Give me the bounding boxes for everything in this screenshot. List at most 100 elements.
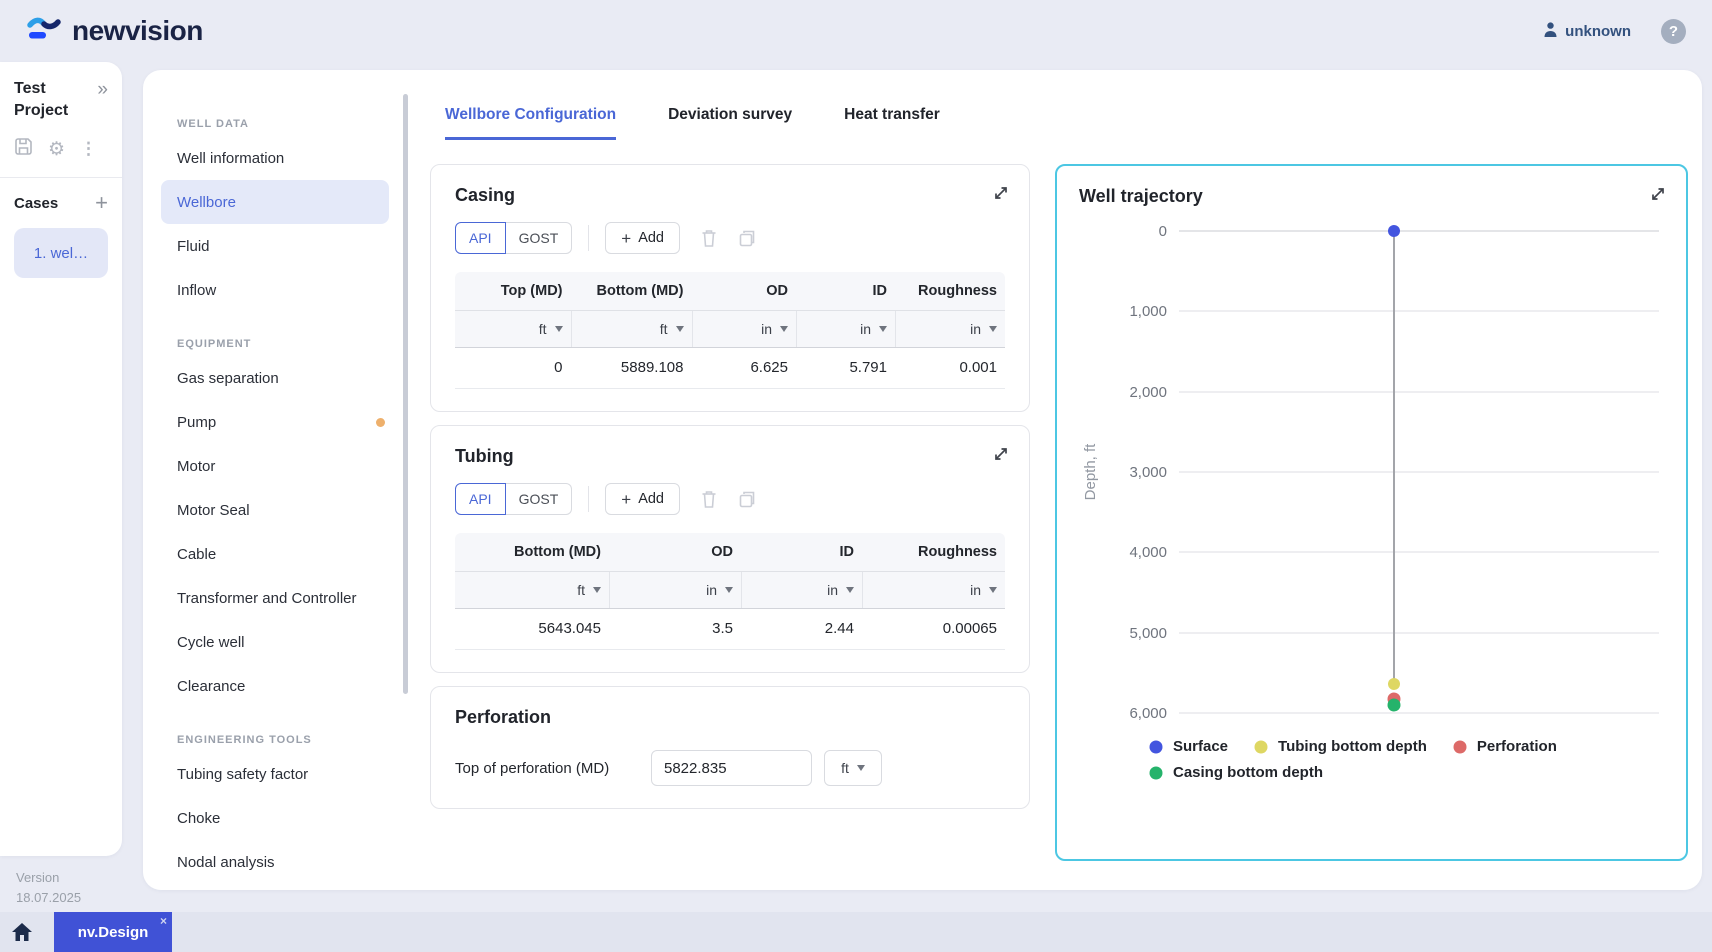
tubing-standard-api-button[interactable]: API [455, 483, 506, 515]
y-tick: 1,000 [1129, 303, 1167, 320]
app-header: newvision unknown ? [0, 0, 1712, 62]
toolbar-divider [588, 486, 590, 512]
tubing-cell-id[interactable]: 2.44 [824, 620, 854, 637]
y-tick: 0 [1159, 223, 1167, 240]
menu-item-fluid[interactable]: Fluid [177, 237, 210, 255]
casing-standard-api-button[interactable]: API [455, 222, 506, 254]
casing-table: Top (MD) Bottom (MD) OD ID Roughness ft … [455, 272, 1005, 389]
user-name: unknown [1565, 22, 1631, 40]
casing-col-header: Bottom (MD) [596, 283, 684, 299]
legend-tubing-bottom-depth[interactable]: Tubing bottom depth [1254, 738, 1427, 755]
menu-item-cycle-well[interactable]: Cycle well [177, 633, 245, 651]
user-menu[interactable]: unknown [1544, 21, 1631, 41]
chevron-down-icon [856, 765, 865, 771]
casing-col-header: Top (MD) [500, 283, 563, 299]
tubing-expand-icon[interactable] [993, 446, 1009, 467]
menu-item-nodal-analysis[interactable]: Nodal analysis [177, 853, 275, 871]
casing-unit-select[interactable]: in [796, 311, 895, 347]
menu-item-gas-separation[interactable]: Gas separation [177, 369, 279, 387]
casing-cell-bottom-md[interactable]: 5889.108 [620, 359, 684, 376]
menu-item-well-information[interactable]: Well information [177, 149, 285, 167]
casing-cell-id[interactable]: 5.791 [849, 359, 887, 376]
perforation-title: Perforation [455, 707, 552, 727]
casing-col-header: Roughness [918, 283, 997, 299]
chevron-down-icon [846, 587, 854, 593]
tubing-delete-icon[interactable] [700, 489, 718, 509]
version-label: Version [16, 870, 60, 885]
close-tab-icon[interactable]: × [159, 914, 167, 928]
case-item[interactable]: 1. wel… [14, 228, 108, 279]
tubing-cell-od[interactable]: 3.5 [712, 620, 733, 637]
chevron-down-icon [989, 587, 997, 593]
tubing-unit-select[interactable]: in [862, 572, 1005, 608]
tubing-standard-gost-button[interactable]: GOST [505, 483, 573, 515]
chevron-down-icon [725, 587, 733, 593]
version-date: 18.07.2025 [16, 889, 82, 905]
chevron-down-icon [879, 326, 887, 332]
chart-legend: Surface Tubing bottom depth Perforation … [1149, 738, 1594, 781]
app-logo: newvision [26, 14, 203, 49]
save-project-icon[interactable] [14, 137, 33, 161]
legend-casing-bottom-depth[interactable]: Casing bottom depth [1149, 764, 1323, 781]
collapse-sidebar-icon[interactable]: » [97, 79, 108, 100]
perforation-unit-select[interactable]: ft [824, 750, 882, 786]
tubing-unit-select[interactable]: in [741, 572, 862, 608]
casing-copy-icon[interactable] [738, 229, 756, 248]
y-tick: 5,000 [1129, 625, 1167, 642]
plus-icon: + [621, 489, 632, 509]
menu-item-inflow[interactable]: Inflow [177, 281, 217, 299]
menu-item-clearance[interactable]: Clearance [177, 677, 246, 695]
casing-unit-select[interactable]: ft [570, 311, 692, 347]
content-tabs: Wellbore Configuration Deviation survey … [445, 106, 940, 140]
menu-item-transformer-and-controller[interactable]: Transformer and Controller [177, 589, 357, 607]
tab-wellbore-configuration[interactable]: Wellbore Configuration [445, 106, 617, 140]
tubing-cell-roughness[interactable]: 0.00065 [942, 620, 997, 637]
casing-expand-icon[interactable] [993, 185, 1009, 206]
menu-item-choke[interactable]: Choke [177, 809, 221, 827]
menu-item-motor[interactable]: Motor [177, 457, 216, 475]
legend-perforation[interactable]: Perforation [1453, 738, 1557, 755]
main-content-card: WELL DATA Well information Wellbore Flui… [143, 70, 1702, 890]
tubing-add-button[interactable]: + Add [605, 483, 680, 515]
trajectory-expand-icon[interactable] [1650, 186, 1666, 207]
help-icon[interactable]: ? [1661, 18, 1686, 44]
add-case-icon[interactable]: + [95, 190, 108, 216]
home-icon[interactable] [0, 923, 44, 941]
sidebar-divider [0, 177, 122, 179]
tab-heat-transfer[interactable]: Heat transfer [844, 106, 940, 123]
menu-scrollbar[interactable] [403, 94, 408, 694]
casing-cell-roughness[interactable]: 0.001 [959, 359, 997, 376]
menu-item-wellbore[interactable]: Wellbore [161, 180, 389, 224]
tab-deviation-survey[interactable]: Deviation survey [668, 106, 793, 123]
casing-unit-select[interactable]: in [691, 311, 797, 347]
app-tab-nv-design[interactable]: nv.Design × [54, 912, 172, 952]
kebab-menu-icon[interactable]: ⋮ [80, 139, 99, 159]
casing-col-header: OD [766, 283, 788, 299]
casing-unit-select[interactable]: in [895, 311, 1005, 347]
menu-item-pump[interactable]: Pump [177, 400, 389, 444]
legend-surface[interactable]: Surface [1149, 738, 1228, 755]
tubing-unit-select[interactable]: ft [455, 572, 609, 608]
tubing-cell-bottom-md[interactable]: 5643.045 [538, 620, 601, 637]
casing-add-button[interactable]: + Add [605, 222, 680, 254]
version-info: Version 18.07.2025 [16, 868, 81, 907]
tubing-unit-select[interactable]: in [609, 572, 741, 608]
casing-cell-od[interactable]: 6.625 [750, 359, 788, 376]
settings-gear-icon[interactable]: ⚙ [48, 138, 66, 160]
casing-delete-icon[interactable] [700, 228, 718, 248]
project-name: Test Project [14, 80, 69, 119]
taskbar: nv.Design × [0, 912, 1712, 952]
tubing-bottom-depth-point [1388, 678, 1400, 690]
menu-item-cable[interactable]: Cable [177, 545, 217, 563]
legend-dot-tubing [1254, 740, 1268, 753]
chevron-down-icon [593, 587, 601, 593]
tubing-copy-icon[interactable] [738, 490, 756, 509]
tubing-col-header: ID [839, 544, 855, 560]
menu-item-tubing-safety-factor[interactable]: Tubing safety factor [177, 765, 309, 783]
casing-unit-select[interactable]: ft [455, 311, 571, 347]
toolbar-divider [588, 225, 590, 251]
casing-standard-gost-button[interactable]: GOST [505, 222, 573, 254]
menu-item-motor-seal[interactable]: Motor Seal [177, 501, 250, 519]
top-of-perforation-input[interactable] [651, 750, 812, 786]
casing-cell-top-md[interactable]: 0 [554, 359, 563, 376]
